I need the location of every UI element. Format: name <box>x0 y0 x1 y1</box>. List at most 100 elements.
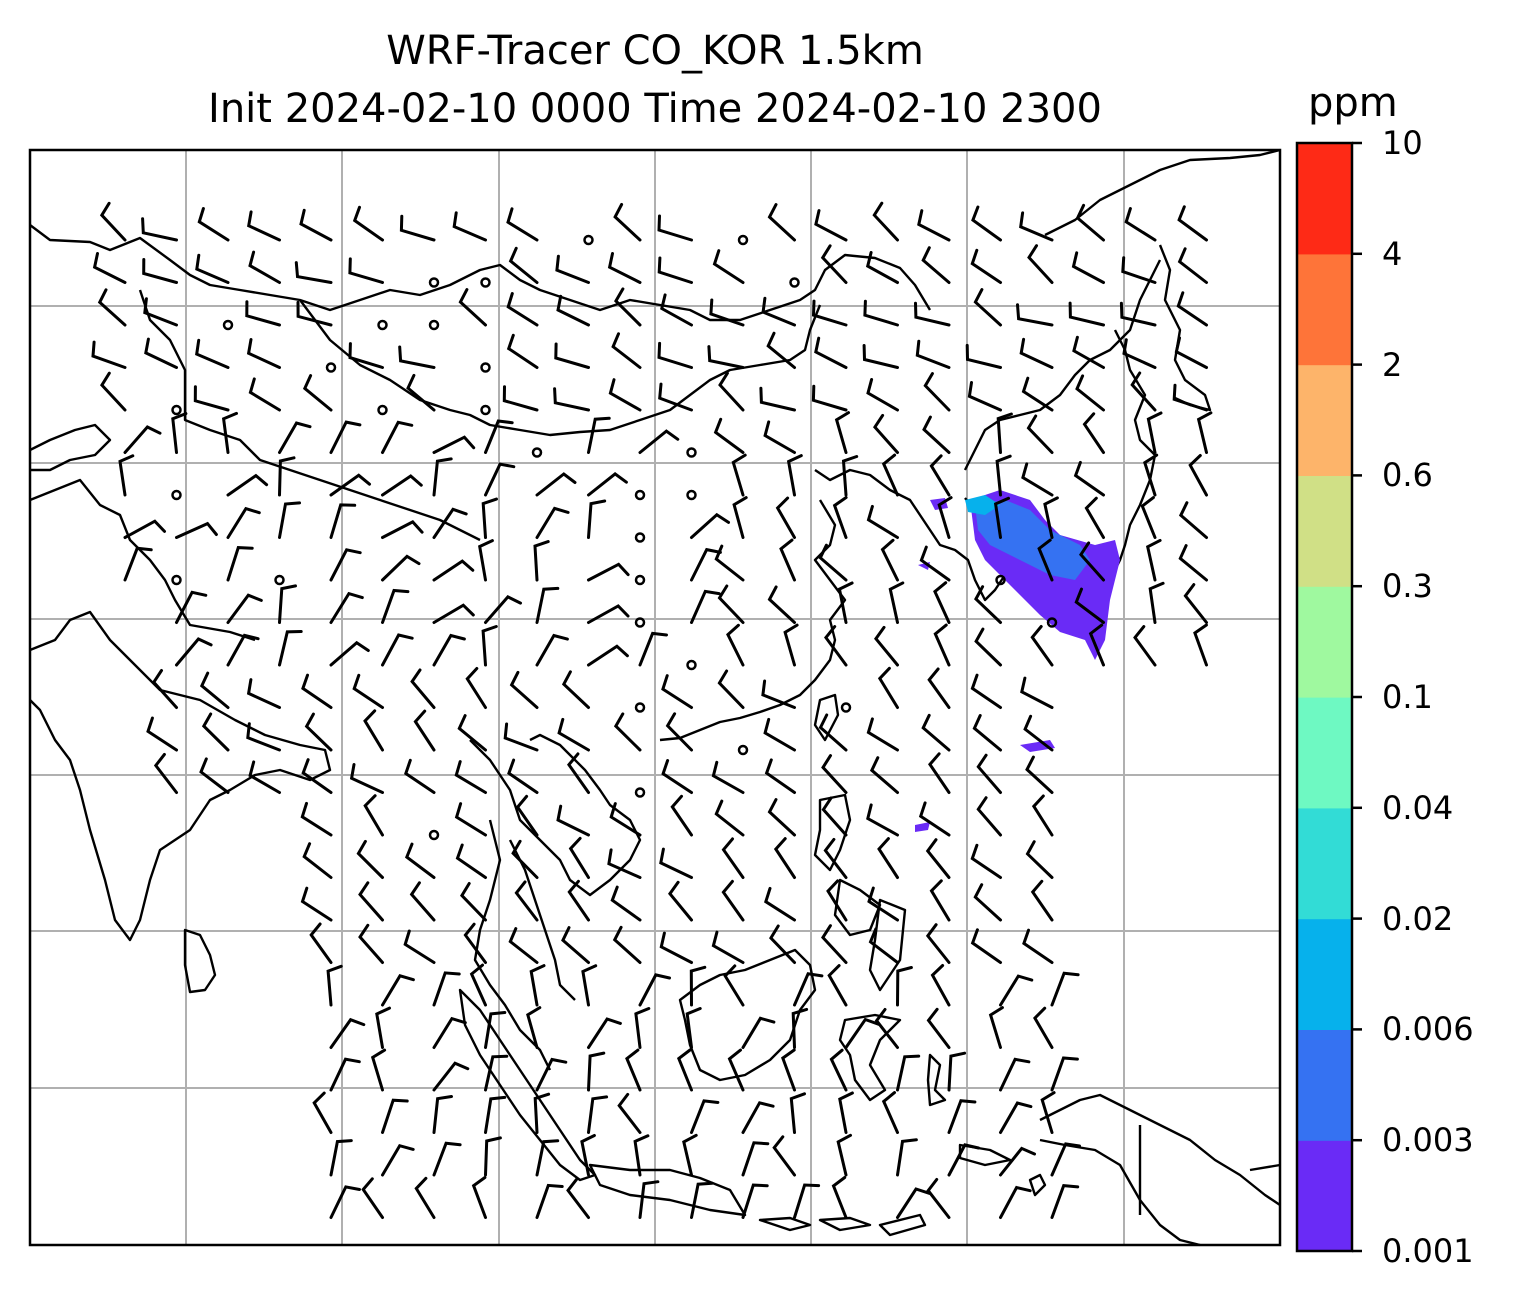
wind-barb <box>625 1048 642 1092</box>
wind-barb <box>1082 412 1105 454</box>
wind-barb <box>1124 207 1157 242</box>
wind-barb <box>432 507 468 539</box>
wind-barb <box>381 520 424 539</box>
wind-barb <box>352 205 384 242</box>
wind-barb <box>862 344 899 369</box>
coastline-newguinea <box>1039 1093 1281 1206</box>
wind-barb <box>587 1051 606 1092</box>
wind-barb <box>780 1048 796 1092</box>
wind-barb <box>874 1008 899 1049</box>
wind-barb <box>381 420 414 454</box>
wind-barb <box>151 669 178 709</box>
wind-barb <box>515 794 539 837</box>
coastline-srilanka <box>183 928 217 994</box>
wind-barb <box>481 625 498 667</box>
wind-barb-calm <box>222 319 234 331</box>
wind-barb <box>508 927 539 964</box>
wind-barb <box>454 802 487 837</box>
wind-barb <box>967 381 1002 412</box>
wind-barb-calm <box>377 319 388 331</box>
wind-barb <box>195 253 230 284</box>
tracer-patch-south <box>1020 740 1055 752</box>
wind-barb-calm <box>428 829 440 841</box>
wind-barb <box>1027 244 1054 284</box>
wind-barb <box>199 671 230 709</box>
colorbar-tick-label: 0.1 <box>1382 678 1433 716</box>
wind-barb <box>556 294 590 327</box>
wind-barb <box>1075 374 1105 412</box>
wind-barb <box>723 964 745 1007</box>
wind-barb <box>611 332 642 369</box>
wind-barb <box>375 1006 391 1049</box>
wind-barb <box>657 214 693 242</box>
wind-barb <box>767 203 796 242</box>
wind-barb <box>553 387 590 412</box>
wind-barb <box>1019 211 1054 242</box>
wind-barb <box>399 214 436 242</box>
wind-barb <box>1020 676 1054 709</box>
coastline-halmahera <box>926 1053 947 1107</box>
wind-barb <box>665 712 693 752</box>
wind-barb <box>413 709 436 752</box>
wind-barb <box>432 633 466 667</box>
wind-barb <box>947 1099 977 1134</box>
wind-barb <box>248 760 281 794</box>
wind-barb <box>877 837 899 879</box>
wind-barb <box>406 373 436 412</box>
wind-barb <box>1178 501 1208 539</box>
wind-barb <box>717 584 745 624</box>
wind-barb <box>976 796 1002 837</box>
wind-barb <box>829 1048 848 1092</box>
wind-barb <box>896 1187 931 1219</box>
wind-barb <box>926 1178 951 1219</box>
wind-barb <box>761 679 796 709</box>
wind-barb <box>535 472 577 497</box>
wind-barb <box>142 258 178 284</box>
wind-barb <box>463 922 487 964</box>
wind-barb <box>713 417 745 454</box>
wind-barb <box>717 669 745 709</box>
wind-barb <box>1088 623 1105 667</box>
wind-barb <box>309 922 333 964</box>
wind-barb <box>100 371 127 412</box>
colorbar-segment <box>1297 697 1352 809</box>
wind-barb <box>506 207 539 242</box>
wind-barb <box>381 633 414 667</box>
wind-barb <box>764 758 796 794</box>
wind-barb <box>965 343 1002 369</box>
wind-barb-calm <box>480 277 491 288</box>
wind-barb <box>1016 303 1054 327</box>
wind-barb <box>661 759 693 794</box>
wind-barb-calm <box>686 659 697 671</box>
wind-barb <box>818 543 848 582</box>
wind-barb <box>381 1143 415 1177</box>
coastline-java <box>588 1163 747 1217</box>
wind-barb <box>866 717 899 752</box>
wind-barb <box>1023 714 1054 752</box>
coastline-visayas <box>833 878 907 992</box>
wind-barb <box>146 716 178 752</box>
wind-barb <box>1176 291 1208 327</box>
wind-barb <box>529 964 546 1007</box>
wind-barb <box>921 713 951 752</box>
wind-barb <box>867 886 899 922</box>
wind-barb <box>554 342 590 369</box>
wind-barb <box>1188 454 1208 497</box>
coastline-china-east <box>659 499 847 742</box>
wind-barb <box>974 585 1002 624</box>
wind-barb-calm <box>634 787 646 798</box>
wind-barb <box>1025 755 1054 794</box>
wind-barb <box>123 519 166 539</box>
wind-barb <box>507 758 539 794</box>
wind-barb <box>773 837 796 879</box>
wind-barb <box>511 839 539 879</box>
wind-barb <box>896 1138 918 1177</box>
wind-barb <box>914 301 951 327</box>
wind-barb <box>1172 383 1208 412</box>
wind-barb <box>533 540 550 582</box>
wind-barb <box>608 378 642 412</box>
wind-barb <box>1026 414 1054 454</box>
wind-barb <box>764 886 796 922</box>
wind-barb <box>329 548 362 582</box>
